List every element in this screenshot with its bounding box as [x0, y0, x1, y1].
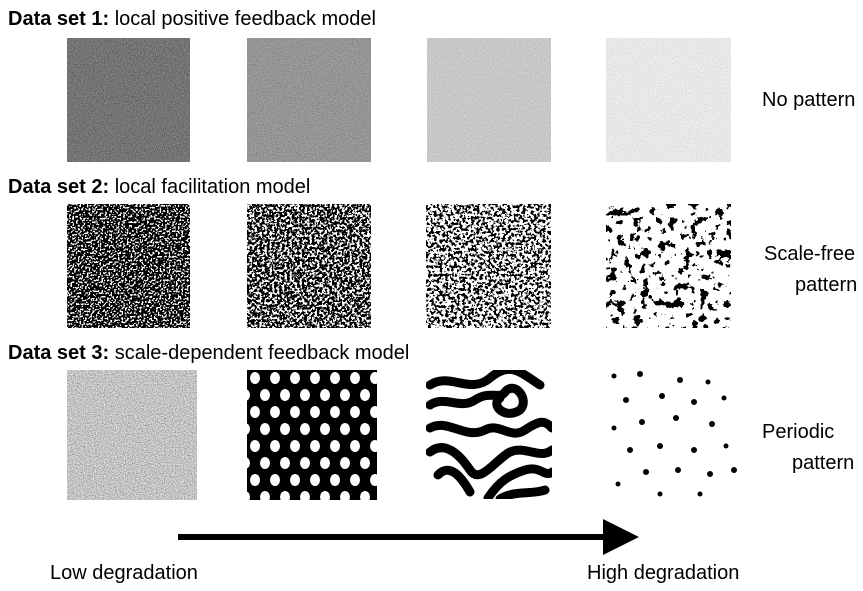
panel	[606, 204, 731, 328]
set-label: Data set 2:	[8, 176, 109, 198]
panel	[427, 38, 551, 162]
panel	[247, 204, 371, 328]
panel	[426, 370, 552, 499]
model-label: local positive feedback model	[115, 8, 376, 30]
pattern-label: pattern	[795, 274, 857, 296]
axis-label: High degradation	[587, 562, 739, 584]
row-title: Data set 3: scale-dependent feedback mod…	[8, 342, 409, 364]
set-label: Data set 1:	[8, 8, 109, 30]
panel	[67, 38, 190, 162]
pattern-label: Periodic	[762, 421, 834, 443]
row-title: Data set 1: local positive feedback mode…	[8, 8, 376, 30]
panel	[67, 204, 190, 328]
panel	[247, 370, 377, 500]
row-title: Data set 2: local facilitation model	[8, 176, 310, 198]
panel	[247, 38, 371, 162]
pattern-label: Scale-free	[764, 243, 855, 265]
model-label: local facilitation model	[115, 176, 311, 198]
axis-label: Low degradation	[50, 562, 198, 584]
panel	[426, 204, 551, 328]
pattern-label: pattern	[792, 452, 854, 474]
panel	[67, 370, 197, 500]
model-label: scale-dependent feedback model	[115, 342, 410, 364]
panel	[606, 38, 731, 162]
panel	[606, 370, 737, 500]
pattern-label: No pattern	[762, 89, 855, 111]
set-label: Data set 3:	[8, 342, 109, 364]
